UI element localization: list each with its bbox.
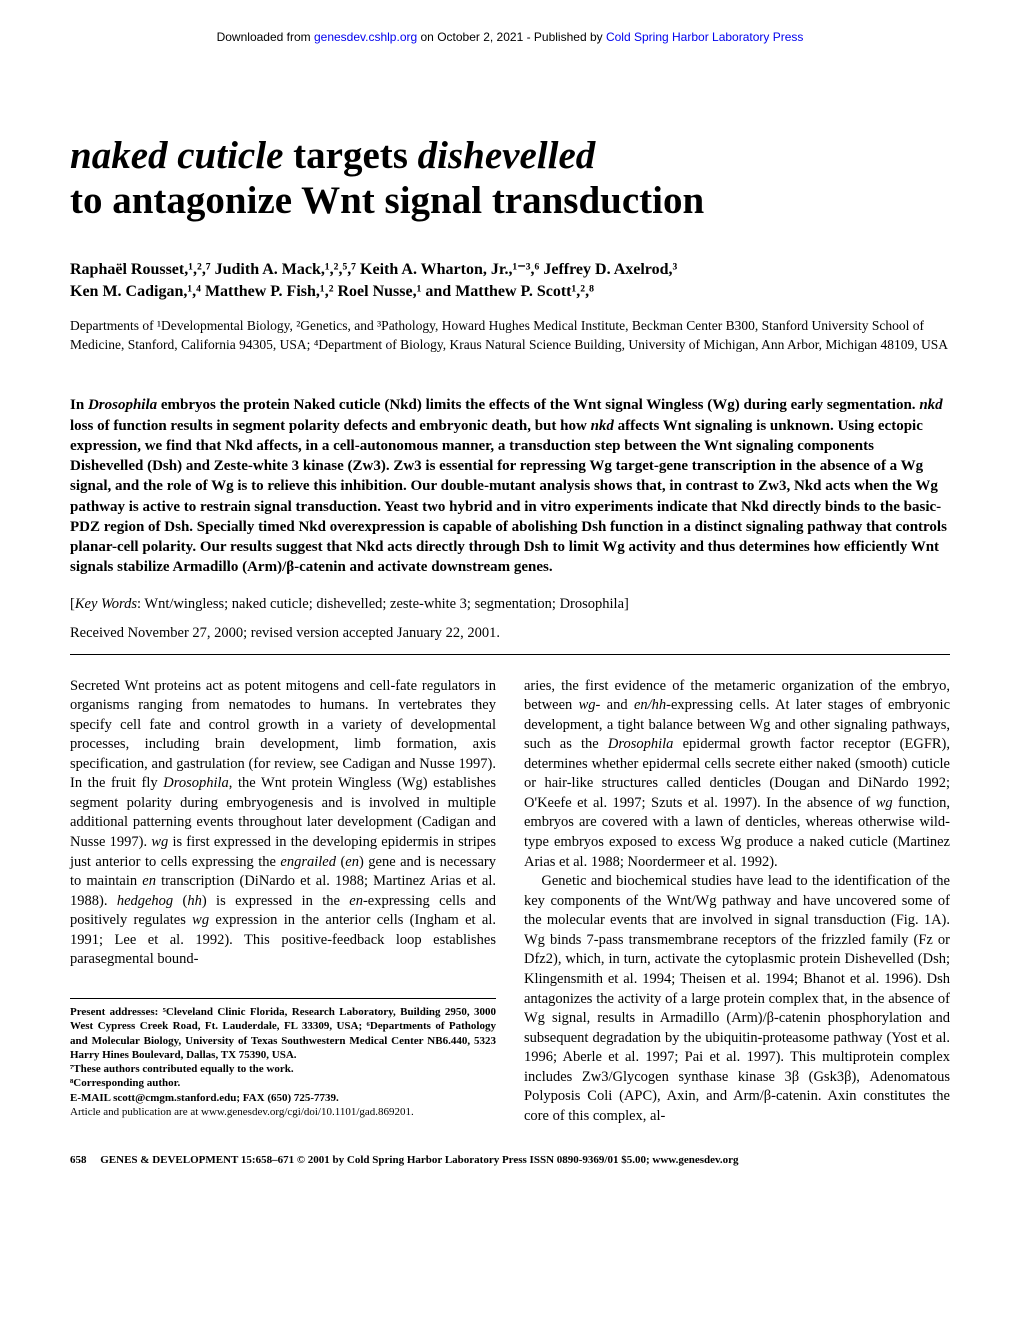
footnote-present-addresses: Present addresses: ⁵Cleveland Clinic Flo… bbox=[70, 1005, 496, 1062]
footnote-email: E-MAIL scott@cmgm.stanford.edu; FAX (650… bbox=[70, 1091, 496, 1105]
article-title: naked cuticle targets dishevelled to ant… bbox=[70, 134, 950, 224]
authors-block: Raphaël Rousset,¹,²,⁷ Judith A. Mack,¹,²… bbox=[70, 259, 950, 304]
footnote-corresponding: ⁸Corresponding author. bbox=[70, 1076, 496, 1090]
page-number: 658 bbox=[70, 1154, 87, 1166]
page-footer: 658 GENES & DEVELOPMENT 15:658–671 © 200… bbox=[70, 1154, 950, 1166]
footer-text: GENES & DEVELOPMENT 15:658–671 © 2001 by… bbox=[100, 1154, 738, 1166]
keywords-line: [Key Words: Wnt/wingless; naked cuticle;… bbox=[70, 596, 950, 613]
footnote-equal-contribution: ⁷These authors contributed equally to th… bbox=[70, 1062, 496, 1076]
abstract: In Drosophila embryos the protein Naked … bbox=[70, 395, 950, 577]
right-column: aries, the first evidence of the metamer… bbox=[524, 677, 950, 1127]
download-notice: Downloaded from genesdev.cshlp.org on Oc… bbox=[70, 30, 950, 44]
footnote-article-url: Article and publication are at www.genes… bbox=[70, 1105, 496, 1119]
title-part-2: targets bbox=[283, 134, 417, 177]
page-container: Downloaded from genesdev.cshlp.org on Oc… bbox=[0, 0, 1020, 1196]
download-prefix: Downloaded from bbox=[217, 30, 314, 44]
keywords-italic: Drosophila bbox=[560, 596, 624, 612]
keywords-label: Key Words bbox=[75, 596, 137, 612]
title-italic-2: dishevelled bbox=[418, 134, 596, 177]
footnotes-block: Present addresses: ⁵Cleveland Clinic Flo… bbox=[70, 998, 496, 1119]
received-line: Received November 27, 2000; revised vers… bbox=[70, 625, 950, 642]
authors-line-2: Ken M. Cadigan,¹,⁴ Matthew P. Fish,¹,² R… bbox=[70, 281, 950, 303]
separator-rule bbox=[70, 654, 950, 655]
title-part-4: to antagonize Wnt signal transduction bbox=[70, 179, 704, 222]
download-link-publisher[interactable]: Cold Spring Harbor Laboratory Press bbox=[606, 30, 803, 44]
body-right-p1: aries, the first evidence of the metamer… bbox=[524, 677, 950, 873]
download-mid: on October 2, 2021 - Published by bbox=[417, 30, 606, 44]
body-columns: Secreted Wnt proteins act as potent mito… bbox=[70, 677, 950, 1127]
body-right-p2: Genetic and biochemical studies have lea… bbox=[524, 872, 950, 1126]
download-link-source[interactable]: genesdev.cshlp.org bbox=[314, 30, 417, 44]
left-column: Secreted Wnt proteins act as potent mito… bbox=[70, 677, 496, 1127]
keywords-text: : Wnt/wingless; naked cuticle; dishevell… bbox=[137, 596, 560, 612]
title-italic-1: naked cuticle bbox=[70, 134, 283, 177]
affiliations: Departments of ¹Developmental Biology, ²… bbox=[70, 317, 950, 355]
body-left-p1: Secreted Wnt proteins act as potent mito… bbox=[70, 677, 496, 970]
authors-line-1: Raphaël Rousset,¹,²,⁷ Judith A. Mack,¹,²… bbox=[70, 259, 950, 281]
